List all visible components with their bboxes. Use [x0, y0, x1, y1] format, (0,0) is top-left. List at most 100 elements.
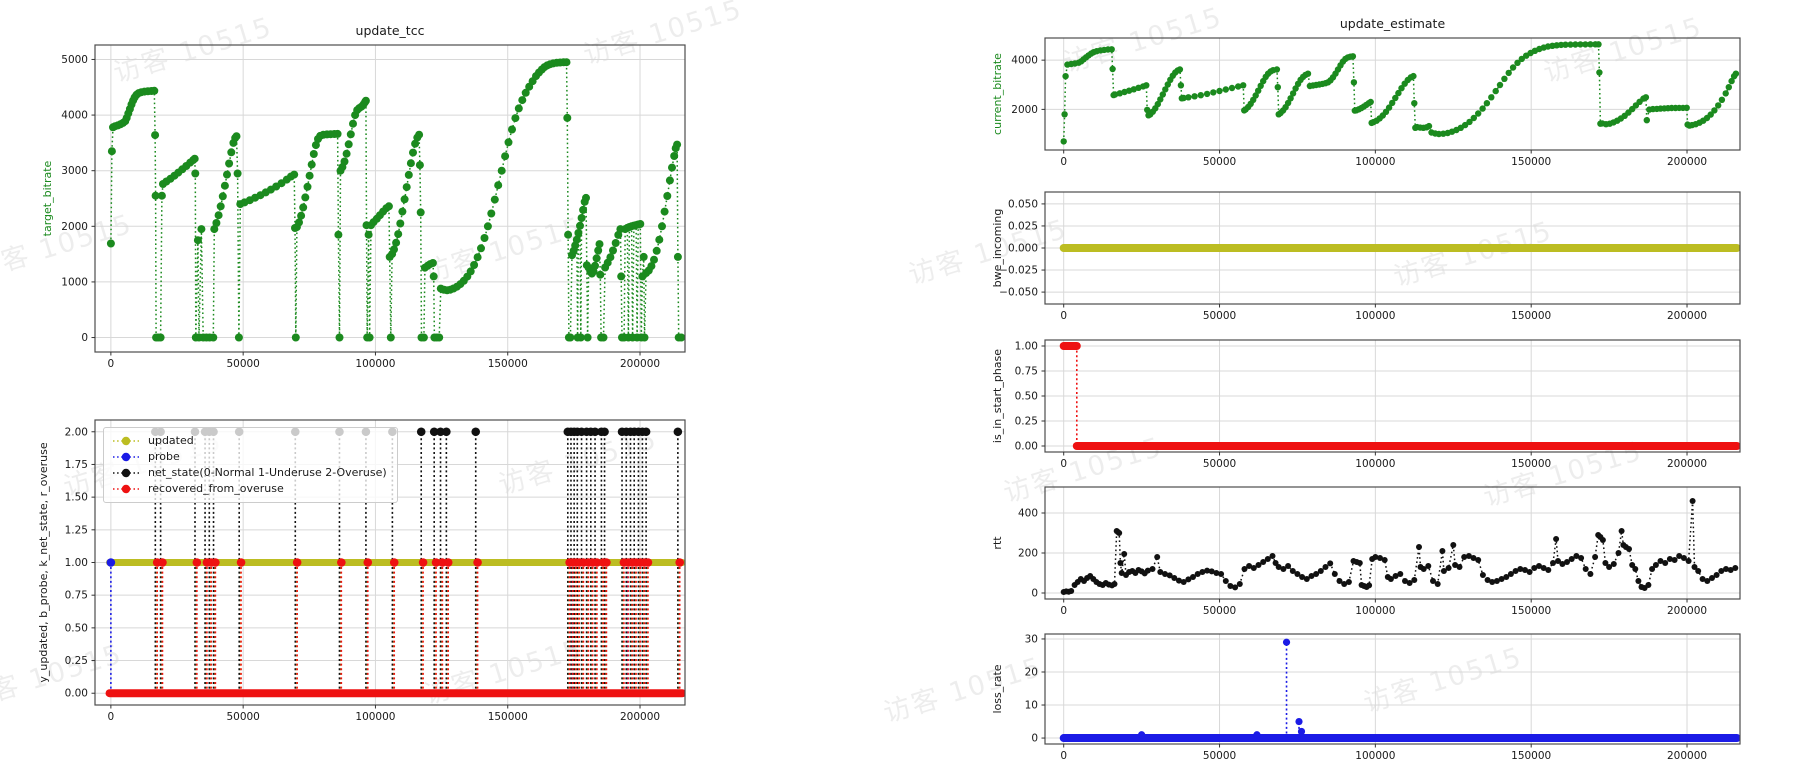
y-tick-label: 4000: [1011, 55, 1038, 67]
chart-rtt-series: [1060, 498, 1739, 595]
y-tick-label: 1000: [61, 276, 88, 288]
x-tick-label: 50000: [1203, 458, 1236, 470]
x-tick-label: 200000: [1667, 156, 1707, 168]
x-tick-label: 200000: [620, 711, 660, 723]
x-tick-label: 150000: [1511, 458, 1551, 470]
y-axis-label: current_bitrate: [991, 53, 1004, 135]
x-tick-label: 50000: [226, 711, 259, 723]
y-tick-label: 0.050: [1008, 198, 1038, 210]
y-tick-label: 1.25: [65, 524, 88, 536]
x-tick-label: 0: [1060, 750, 1067, 762]
y-tick-label: 0.25: [1015, 416, 1038, 428]
x-tick-label: 0: [108, 711, 115, 723]
x-tick-label: 150000: [488, 711, 528, 723]
x-tick-label: 0: [1060, 156, 1067, 168]
y-tick-label: 3000: [61, 165, 88, 177]
x-tick-label: 150000: [1511, 605, 1551, 617]
x-tick-label: 100000: [1355, 750, 1395, 762]
chart-is_in_start_phase-series: [1059, 342, 1740, 450]
chart-bwe_incoming: 0 50000 100000 150000 200000 −0.050 −0.025 0.00…: [991, 191, 1741, 322]
x-tick-label: 0: [1060, 310, 1067, 322]
y-tick-label: 0: [1031, 733, 1038, 745]
x-tick-label: 100000: [355, 358, 395, 370]
y-tick-label: 10: [1025, 700, 1038, 712]
y-tick-label: 0.75: [1015, 366, 1038, 378]
chart-update_tcc: 0 50000 100000 150000 200000 0 1000 2000 3000 400…: [41, 23, 686, 370]
y-tick-label: 4000: [61, 110, 88, 122]
chart-is_in_start_phase: 0 50000 100000 150000 200000 0.00 0.25 0.50 0.75…: [991, 339, 1741, 470]
y-tick-label: −0.025: [999, 265, 1038, 277]
y-tick-label: 1.00: [1015, 341, 1038, 353]
y-tick-label: 2000: [61, 221, 88, 233]
y-tick-label: 0.50: [1015, 391, 1038, 403]
x-tick-label: 150000: [1511, 156, 1551, 168]
y-tick-label: 1.00: [65, 557, 88, 569]
y-axis-label: loss_rate: [991, 664, 1004, 713]
x-tick-label: 100000: [1355, 458, 1395, 470]
chart-current_bitrate: 0 50000 100000 150000 200000 2000 4000 update_e…: [991, 16, 1741, 168]
chart-title: update_estimate: [1340, 16, 1446, 31]
chart-title: update_tcc: [356, 23, 425, 38]
x-tick-label: 100000: [1355, 605, 1395, 617]
legend-label: net_state(0-Normal 1-Underuse 2-Overuse): [148, 466, 387, 479]
x-tick-label: 50000: [1203, 750, 1236, 762]
legend-item: recovered_from_overuse: [111, 481, 387, 497]
y-tick-label: 0.00: [65, 688, 88, 700]
legend-label: recovered_from_overuse: [148, 482, 284, 495]
x-tick-label: 50000: [226, 358, 259, 370]
legend-marker-icon: [113, 484, 139, 494]
chart-current_bitrate-series: [1060, 41, 1740, 145]
chart-loss_rate-series: [1059, 638, 1740, 743]
y-tick-label: 2000: [1011, 104, 1038, 116]
legend-label: probe: [148, 450, 180, 463]
x-tick-label: 0: [108, 358, 115, 370]
x-tick-label: 50000: [1203, 156, 1236, 168]
x-tick-label: 50000: [1203, 605, 1236, 617]
x-tick-label: 50000: [1203, 310, 1236, 322]
y-tick-label: 0.25: [65, 655, 88, 667]
y-tick-label: −0.050: [999, 287, 1038, 299]
y-tick-label: 0.50: [65, 622, 88, 634]
y-tick-label: 0: [1031, 588, 1038, 600]
chart-states-series: [105, 427, 685, 698]
y-axis-label: bwe_incoming: [991, 209, 1004, 288]
y-tick-label: 400: [1018, 508, 1038, 520]
y-axis-label: target_bitrate: [41, 160, 54, 236]
y-tick-label: 30: [1025, 633, 1038, 645]
chart-loss_rate: 0 50000 100000 150000 200000 0 10 20 30 loss_rate: [991, 633, 1741, 762]
y-tick-label: 200: [1018, 548, 1038, 560]
y-axis-label: rtt: [991, 536, 1004, 550]
y-axis-label: is_in_start_phase: [991, 349, 1004, 443]
x-tick-label: 200000: [1667, 458, 1707, 470]
y-axis-label: y_updated, b_probe, k_net_state, r_overu…: [37, 442, 50, 682]
chart-rtt: 0 50000 100000 150000 200000 0 200 400 rtt: [991, 486, 1741, 617]
y-tick-label: 1.50: [65, 492, 88, 504]
x-tick-label: 150000: [1511, 310, 1551, 322]
x-tick-label: 0: [1060, 605, 1067, 617]
y-tick-label: 0.00: [1015, 441, 1038, 453]
x-tick-label: 200000: [1667, 605, 1707, 617]
legend: updated probe net_state(0-Normal 1-Underus…: [103, 427, 398, 503]
x-tick-label: 200000: [1667, 310, 1707, 322]
y-tick-label: 1.75: [65, 459, 88, 471]
x-tick-label: 0: [1060, 458, 1067, 470]
legend-label: updated: [148, 434, 194, 447]
x-tick-label: 200000: [1667, 750, 1707, 762]
y-tick-label: 0.75: [65, 590, 88, 602]
y-tick-label: 2.00: [65, 426, 88, 438]
legend-item: updated: [111, 433, 387, 449]
legend-marker-icon: [113, 452, 139, 462]
y-tick-label: 0.000: [1008, 243, 1038, 255]
y-tick-label: 0: [81, 332, 88, 344]
legend-marker-icon: [113, 468, 139, 478]
y-tick-label: 20: [1025, 666, 1038, 678]
x-tick-label: 150000: [488, 358, 528, 370]
legend-item: net_state(0-Normal 1-Underuse 2-Overuse): [111, 465, 387, 481]
x-tick-label: 150000: [1511, 750, 1551, 762]
x-tick-label: 100000: [1355, 156, 1395, 168]
legend-marker-icon: [113, 436, 139, 446]
x-tick-label: 100000: [355, 711, 395, 723]
chart-update_tcc-series: [106, 58, 685, 342]
